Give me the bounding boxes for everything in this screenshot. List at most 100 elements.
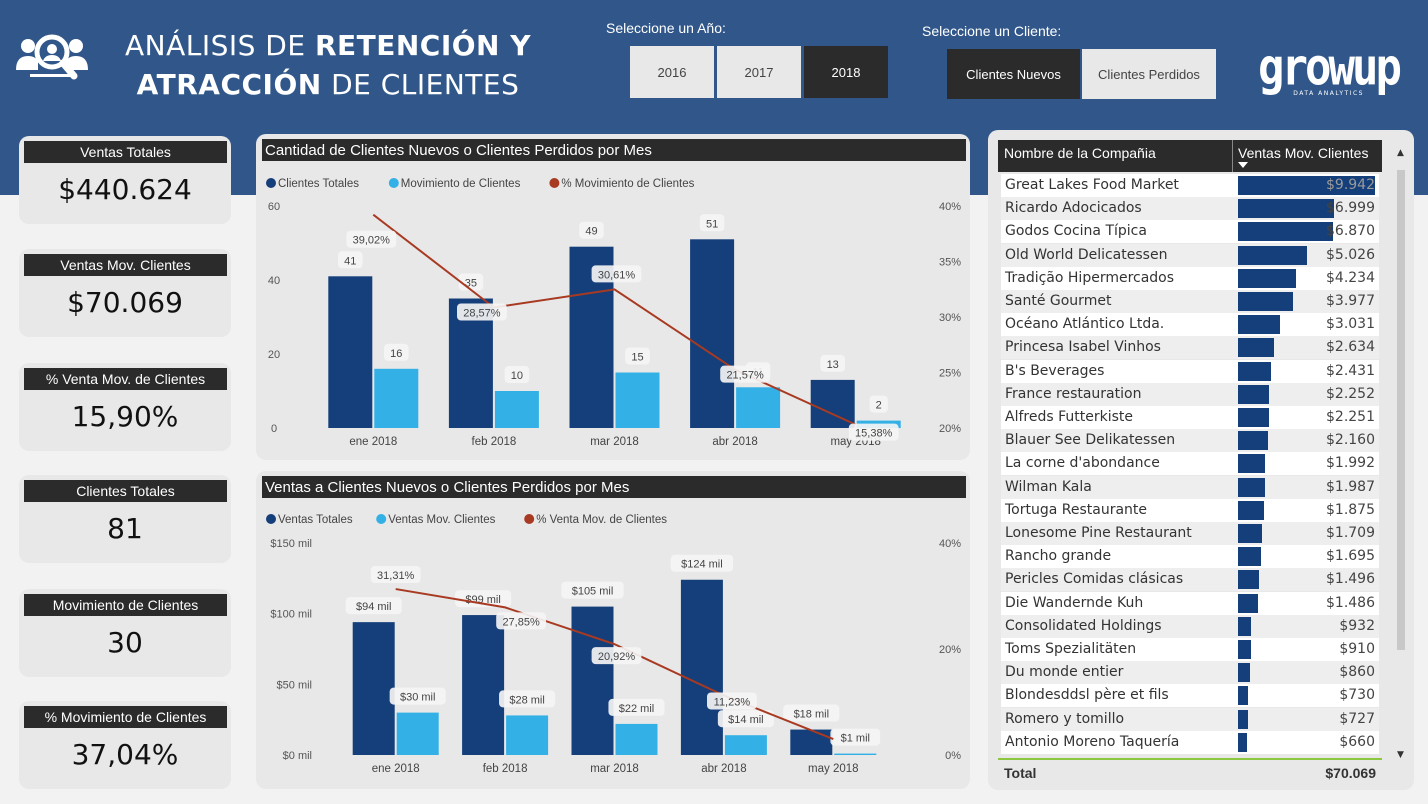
table-scrollbar[interactable]: ▲ ▼ (1397, 148, 1405, 762)
bar-total (328, 276, 373, 428)
column-header-ventas[interactable]: Ventas Mov. Clientes (1238, 145, 1369, 161)
table-row[interactable]: Wilman Kala $1.987 (1001, 475, 1379, 499)
data-label-movimiento-bg (717, 710, 774, 728)
year-button-2016[interactable]: 2016 (630, 46, 714, 98)
value-bar (1238, 500, 1264, 520)
y-tick-label: $150 mil (270, 538, 312, 550)
value-bar (1238, 547, 1262, 567)
data-label-movimiento: 15 (631, 352, 643, 364)
scroll-thumb[interactable] (1397, 170, 1405, 650)
data-label-movimiento-bg (389, 687, 446, 705)
company-name: Die Wandernde Kuh (1005, 594, 1144, 611)
table-row[interactable]: Blauer See Delikatessen $2.160 (1001, 429, 1379, 453)
company-value: $2.634 (1326, 339, 1375, 356)
table-row[interactable]: Tortuga Restaurante $1.875 (1001, 498, 1379, 522)
total-value: $70.069 (1325, 765, 1376, 781)
company-name: Océano Atlántico Ltda. (1005, 316, 1165, 333)
table-row[interactable]: Blondesddsl père et fils $730 (1001, 684, 1379, 708)
kpi-label: Ventas Mov. Clientes (24, 254, 227, 276)
kpi-ventas-mov-clientes: Ventas Mov. Clientes $70.069 (19, 249, 231, 337)
value-bar (1238, 663, 1250, 683)
data-label-movimiento-bg (830, 728, 881, 746)
data-label-total-bg (455, 590, 512, 608)
data-label-total-bg (561, 581, 624, 599)
value-bar (1238, 199, 1335, 219)
x-tick-label: may 2018 (808, 763, 859, 775)
y-tick-label: 0 (271, 423, 277, 435)
company-name: Romero y tomillo (1005, 710, 1125, 727)
company-value: $2.160 (1326, 432, 1375, 449)
pct-line (372, 213, 857, 426)
legend-item: % Venta Mov. de Clientes (536, 514, 667, 526)
data-label-total: 51 (706, 218, 718, 230)
table-row[interactable]: Antonio Moreno Taquería $660 (1001, 730, 1379, 754)
table-row[interactable]: Du monde entier $860 (1001, 661, 1379, 685)
table-row[interactable]: Océano Atlántico Ltda. $3.031 (1001, 313, 1379, 337)
x-tick-label: mar 2018 (590, 436, 639, 448)
table-row[interactable]: Romero y tomillo $727 (1001, 707, 1379, 731)
y2-tick-label: 40% (939, 201, 961, 213)
chart-panel-clientes: Cantidad de Clientes Nuevos o Clientes P… (256, 134, 970, 460)
table-row[interactable]: La corne d'abondance $1.992 (1001, 452, 1379, 476)
table-row[interactable]: Lonesome Pine Restaurant $1.709 (1001, 522, 1379, 545)
table-row[interactable]: Old World Delicatessen $5.026 (1001, 243, 1379, 267)
company-name: Consolidated Holdings (1005, 617, 1162, 634)
value-bar (1238, 315, 1280, 335)
y-tick-label: 20 (268, 349, 280, 361)
kpi-ventas-totales: Ventas Totales $440.624 (19, 136, 231, 224)
company-value: $1.987 (1326, 478, 1375, 495)
scroll-down-icon[interactable]: ▼ (1397, 750, 1404, 760)
year-button-2018[interactable]: 2018 (804, 46, 888, 98)
data-label-movimiento: 10 (511, 370, 523, 382)
pct-line (395, 588, 834, 741)
company-name: Old World Delicatessen (1005, 246, 1168, 263)
table-row[interactable]: Santé Gourmet $3.977 (1001, 290, 1379, 313)
company-value: $1.875 (1326, 501, 1375, 518)
value-bar (1238, 593, 1259, 613)
chart-ventas[interactable]: Ventas Totales Ventas Mov. Clientes % Vent… (256, 471, 970, 789)
value-bar (1238, 640, 1251, 659)
kpi-value: 30 (107, 626, 143, 659)
table-total-row: Total $70.069 (998, 758, 1382, 786)
scroll-up-icon[interactable]: ▲ (1397, 148, 1404, 158)
data-label-total-bg (670, 554, 734, 572)
company-value: $910 (1339, 641, 1375, 657)
table-row[interactable]: Toms Spezialitäten $910 (1001, 638, 1379, 661)
data-label-total: $124 mil (681, 559, 723, 571)
company-name: Tortuga Restaurante (1005, 501, 1148, 518)
table-row[interactable]: Ricardo Adocicados $6.999 (1001, 197, 1379, 221)
bar-movimiento (834, 753, 877, 755)
year-button-2017[interactable]: 2017 (717, 46, 801, 98)
client-selector-label: Seleccione un Cliente: (922, 23, 1062, 39)
client-button-nuevos[interactable]: Clientes Nuevos (947, 49, 1080, 99)
table-row[interactable]: Die Wandernde Kuh $1.486 (1001, 591, 1379, 615)
company-name: Antonio Moreno Taquería (1005, 733, 1180, 750)
table-row[interactable]: Great Lakes Food Market $9.942 (1001, 174, 1379, 197)
table-row[interactable]: B's Beverages $2.431 (1001, 359, 1379, 383)
table-row[interactable]: France restauration $2.252 (1001, 382, 1379, 406)
data-label-movimiento: 2 (876, 400, 882, 412)
bar-movimiento (374, 368, 419, 428)
client-button-perdidos[interactable]: Clientes Perdidos (1082, 49, 1216, 99)
legend-item: Ventas Totales (278, 514, 353, 526)
column-header-company[interactable]: Nombre de la Compañia (1004, 145, 1156, 161)
table-row[interactable]: Alfreds Futterkiste $2.251 (1001, 406, 1379, 429)
company-value: $932 (1339, 617, 1375, 634)
data-label-total-bg (579, 221, 604, 239)
bar-movimiento (736, 387, 781, 428)
bar-total (690, 239, 735, 428)
table-row[interactable]: Pericles Comidas clásicas $1.496 (1001, 568, 1379, 592)
legend-item: Ventas Mov. Clientes (388, 514, 495, 526)
table-row[interactable]: Godos Cocina Típica $6.870 (1001, 220, 1379, 244)
table-row[interactable]: Consolidated Holdings $932 (1001, 614, 1379, 638)
bar-movimiento (615, 723, 658, 755)
bar-movimiento (506, 715, 549, 755)
x-tick-label: ene 2018 (349, 436, 397, 448)
chart-clientes[interactable]: Clientes Totales Movimiento de Clientes % … (256, 134, 970, 460)
table-row[interactable]: Rancho grande $1.695 (1001, 545, 1379, 569)
sort-desc-icon[interactable] (1238, 162, 1248, 168)
table-row[interactable]: Tradição Hipermercados $4.234 (1001, 266, 1379, 290)
y2-tick-label: 35% (939, 257, 961, 269)
table-row[interactable]: Princesa Isabel Vinhos $2.634 (1001, 336, 1379, 360)
data-label-pct: 28,57% (463, 307, 501, 319)
